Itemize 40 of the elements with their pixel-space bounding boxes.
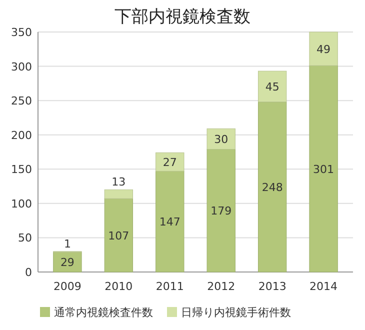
data-label: 179 bbox=[210, 204, 232, 218]
x-tick-label: 2009 bbox=[53, 280, 82, 293]
data-label: 248 bbox=[262, 180, 283, 194]
y-tick-label: 0 bbox=[25, 266, 32, 279]
bar bbox=[104, 189, 134, 199]
data-label: 107 bbox=[108, 229, 130, 242]
legend-label: 通常内視鏡検査件数 bbox=[54, 306, 153, 319]
bar bbox=[156, 152, 184, 172]
bar bbox=[309, 32, 338, 66]
x-tick-label: 2011 bbox=[156, 280, 184, 293]
bar bbox=[258, 70, 287, 102]
y-tick-label: 300 bbox=[11, 60, 32, 74]
x-tick-label: 2013 bbox=[258, 280, 286, 293]
bar bbox=[156, 170, 184, 272]
x-tick-label: 2012 bbox=[207, 280, 236, 293]
y-tick-label: 200 bbox=[11, 128, 32, 142]
y-tick-label: 150 bbox=[11, 163, 32, 176]
x-tick-label: 2010 bbox=[104, 280, 133, 293]
x-tick-label: 2014 bbox=[310, 280, 338, 293]
y-tick-label: 50 bbox=[18, 232, 32, 245]
data-label: 45 bbox=[265, 80, 280, 94]
data-label: 13 bbox=[112, 176, 126, 189]
chart-title: 下部内視鏡検査数 bbox=[114, 7, 250, 27]
data-label: 49 bbox=[316, 42, 331, 56]
bar bbox=[104, 198, 134, 272]
legend-label: 日帰り内視鏡手術件数 bbox=[181, 306, 291, 319]
bar bbox=[309, 65, 338, 272]
bar bbox=[258, 102, 287, 272]
data-label: 27 bbox=[162, 156, 177, 169]
data-label: 147 bbox=[159, 216, 180, 229]
data-label: 30 bbox=[214, 132, 228, 146]
data-label: 1 bbox=[64, 237, 71, 250]
y-tick-label: 250 bbox=[11, 94, 32, 108]
bar bbox=[206, 149, 236, 272]
y-tick-label: 100 bbox=[11, 197, 32, 210]
bar bbox=[206, 128, 236, 150]
data-label: 301 bbox=[313, 162, 334, 176]
bar bbox=[53, 252, 82, 272]
data-label: 29 bbox=[60, 256, 74, 270]
y-tick-label: 350 bbox=[11, 26, 32, 39]
